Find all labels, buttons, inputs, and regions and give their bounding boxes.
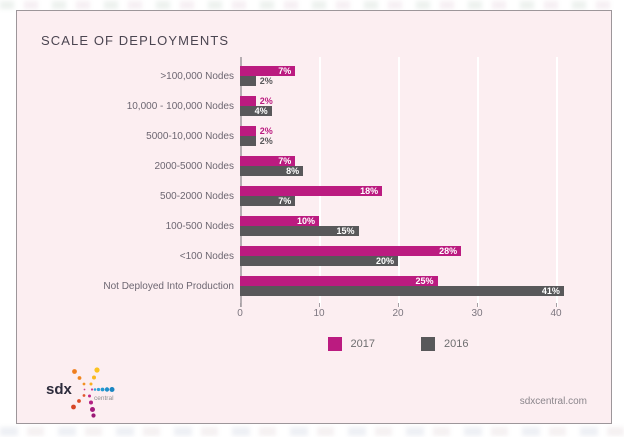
- chart-row: 10,000 - 100,000 Nodes 2% 4%: [41, 91, 589, 121]
- gridline-x-10: [319, 57, 321, 307]
- bar-2017: 2%: [240, 126, 273, 136]
- x-axis: 0 10 20 30 40: [41, 303, 589, 323]
- x-axis-tick-label-40: 40: [550, 308, 562, 319]
- bar-2016: 15%: [240, 226, 359, 236]
- y-axis-line: [240, 57, 242, 307]
- legend-label-2017: 2017: [350, 338, 375, 350]
- value-label: 25%: [415, 276, 434, 286]
- chart-row: <100 Nodes 28% 20%: [41, 241, 589, 271]
- deployments-bar-chart: >100,000 Nodes 7% 2% 10,000 - 100,000 Nodes…: [41, 57, 589, 351]
- x-axis-tick-label-10: 10: [313, 308, 325, 319]
- chart-row: Not Deployed Into Production 25% 41%: [41, 271, 589, 301]
- bar-group: 18% 7%: [240, 186, 589, 206]
- bar-2016: 2%: [240, 76, 273, 86]
- bar-2016: 41%: [240, 286, 564, 296]
- legend: 2017 2016: [240, 337, 556, 351]
- x-axis-tick-30: [477, 303, 478, 307]
- category-label: 500-2000 Nodes: [160, 190, 234, 202]
- legend-item-2016: 2016: [421, 337, 468, 351]
- x-axis-tick-10: [319, 303, 320, 307]
- background-compression-artifact-top: [0, 1, 624, 9]
- bar-group: 2% 2%: [240, 126, 589, 146]
- legend-item-2017: 2017: [327, 337, 375, 351]
- category-label: 100-500 Nodes: [165, 220, 234, 232]
- bar-group: 25% 41%: [240, 276, 589, 296]
- logo-brand-text: sdx: [46, 381, 73, 398]
- bar-2016: 4%: [240, 106, 272, 116]
- category-label: 2000-5000 Nodes: [154, 160, 234, 172]
- gridline-x-30: [477, 57, 479, 307]
- value-label: 15%: [336, 226, 355, 236]
- value-label: 20%: [375, 256, 394, 266]
- bar-group: 28% 20%: [240, 246, 589, 266]
- x-axis-tick-20: [398, 303, 399, 307]
- bar-2016: 2%: [240, 136, 273, 146]
- bar-2016: 8%: [240, 166, 304, 176]
- chart-row: 500-2000 Nodes 18% 7%: [41, 181, 589, 211]
- category-label: Not Deployed Into Production: [103, 280, 234, 292]
- logo-sub-text: central: [94, 395, 114, 402]
- gridline-x-20: [398, 57, 400, 307]
- value-label: 4%: [254, 106, 268, 116]
- value-label: 28%: [439, 246, 458, 256]
- category-label: 5000-10,000 Nodes: [146, 130, 234, 142]
- category-label: <100 Nodes: [179, 250, 234, 262]
- x-axis-tick-label-30: 30: [471, 308, 483, 319]
- value-label: 7%: [278, 196, 292, 206]
- category-label: >100,000 Nodes: [160, 70, 234, 82]
- chart-row: 2000-5000 Nodes 7% 8%: [41, 151, 589, 181]
- bar-2017: 18%: [240, 186, 383, 196]
- bar-2017: 25%: [240, 276, 438, 286]
- bar-2016: 7%: [240, 196, 296, 206]
- x-axis-tick-label-20: 20: [392, 308, 404, 319]
- bar-2016: 20%: [240, 256, 398, 266]
- value-label: 2%: [259, 96, 273, 106]
- sdxcentral-logo: sdx central: [46, 367, 115, 418]
- logo-starburst-icon: [71, 367, 115, 418]
- chart-row: >100,000 Nodes 7% 2%: [41, 61, 589, 91]
- bar-group: 10% 15%: [240, 216, 589, 236]
- chart-title: SCALE OF DEPLOYMENTS: [41, 33, 230, 48]
- value-label: 2%: [259, 76, 273, 86]
- legend-swatch-2017: [327, 337, 342, 351]
- value-label: 2%: [259, 126, 273, 136]
- value-label: 41%: [541, 286, 560, 296]
- bar-group: 7% 8%: [240, 156, 589, 176]
- bar-2017: 10%: [240, 216, 319, 226]
- bar-group: 2% 4%: [240, 96, 589, 116]
- background-compression-artifact-bottom: [0, 427, 624, 436]
- gridline-x-40: [556, 57, 558, 307]
- bar-2017: 7%: [240, 156, 296, 166]
- value-label: 10%: [296, 216, 315, 226]
- category-label: 10,000 - 100,000 Nodes: [126, 100, 234, 112]
- chart-row: 100-500 Nodes 10% 15%: [41, 211, 589, 241]
- chart-row: 5000-10,000 Nodes 2% 2%: [41, 121, 589, 151]
- bar-2017: 28%: [240, 246, 462, 256]
- report-card: SCALE OF DEPLOYMENTS >100,000 Nodes 7% 2% 1…: [16, 10, 612, 424]
- x-axis-tick-40: [556, 303, 557, 307]
- value-label: 18%: [360, 186, 379, 196]
- x-axis-tick-0: [240, 303, 241, 307]
- plot-area: >100,000 Nodes 7% 2% 10,000 - 100,000 Nodes…: [41, 57, 589, 307]
- value-label: 8%: [286, 166, 300, 176]
- bar-group: 7% 2%: [240, 66, 589, 86]
- x-axis-tick-label-0: 0: [237, 308, 243, 319]
- footer-website: sdxcentral.com: [519, 396, 587, 407]
- bar-2017: 2%: [240, 96, 273, 106]
- value-label: 7%: [278, 156, 292, 166]
- value-label: 2%: [259, 136, 273, 146]
- value-label: 7%: [278, 66, 292, 76]
- bar-2017: 7%: [240, 66, 296, 76]
- legend-label-2016: 2016: [444, 338, 469, 350]
- legend-swatch-2016: [421, 337, 435, 351]
